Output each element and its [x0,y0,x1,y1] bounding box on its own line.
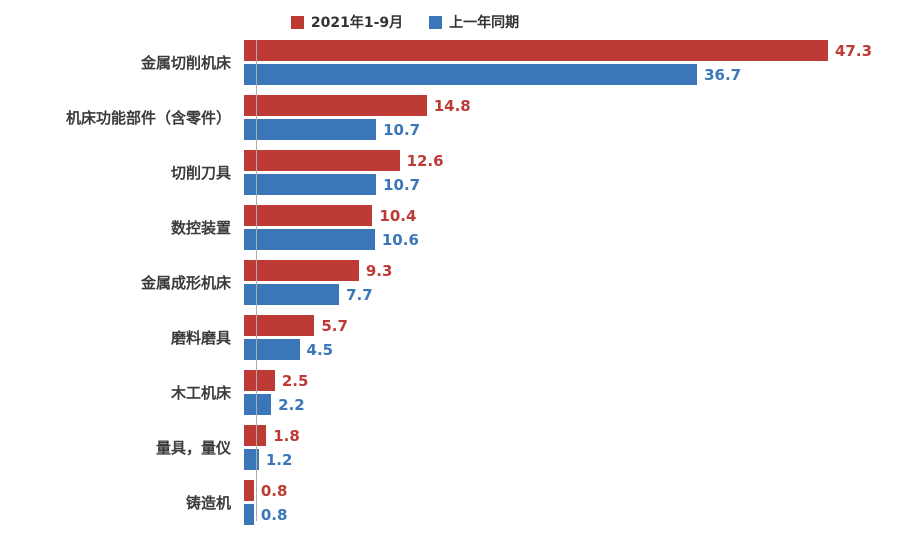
value-label: 0.8 [260,481,288,500]
value-label: 4.5 [306,340,334,359]
bar-line: 47.3 [244,40,900,61]
bar-group: 47.3 36.7 [244,40,900,85]
legend-item-previous-year: 上一年同期 [429,12,519,32]
chart-row: 金属切削机床 47.3 36.7 [0,40,900,85]
legend-swatch-red-icon [290,15,304,29]
bar-previous-year [244,504,254,525]
bar-previous-year [244,284,340,305]
bar-chart-rows: 金属切削机床 47.3 36.7 机床功能部件（含零件） 14.8 10.7 切削刀具 12.… [0,40,900,525]
chart-row: 机床功能部件（含零件） 14.8 10.7 [0,95,900,140]
bar-line: 0.8 [244,480,900,501]
value-label: 47.3 [835,41,873,60]
bar-group: 10.4 10.6 [244,205,900,250]
bar-line: 1.2 [244,449,900,470]
bar-line: 5.7 [244,315,900,336]
bar-line: 12.6 [244,150,900,171]
value-label: 2.5 [281,371,309,390]
value-label: 12.6 [406,151,444,170]
category-label: 铸造机 [185,493,231,512]
chart-row: 数控装置 10.4 10.6 [0,205,900,250]
bar-previous-year [244,394,272,415]
y-axis-line [256,40,257,521]
bar-2021-jan-sep [244,150,400,171]
category-label: 金属切削机床 [140,53,231,72]
value-label: 1.8 [273,426,300,445]
bar-line: 4.5 [244,339,900,360]
value-label: 7.7 [346,285,373,304]
value-label: 5.7 [321,316,348,335]
bar-group: 0.8 0.8 [244,480,900,525]
value-label: 10.6 [381,230,419,249]
value-label: 2.2 [278,395,305,414]
chart-row: 金属成形机床 9.3 7.7 [0,260,900,305]
bar-line: 14.8 [244,95,900,116]
bar-line: 0.8 [244,504,900,525]
bar-group: 1.8 1.2 [244,425,900,470]
category-label: 机床功能部件（含零件） [65,108,231,127]
category-label: 金属成形机床 [140,273,231,292]
category-label: 量具，量仪 [155,438,231,457]
chart-row: 量具，量仪 1.8 1.2 [0,425,900,470]
bar-2021-jan-sep [244,480,254,501]
bar-previous-year [244,449,259,470]
bar-line: 10.7 [244,174,900,195]
value-label: 10.7 [383,120,421,139]
bar-2021-jan-sep [244,315,315,336]
bar-2021-jan-sep [244,260,359,281]
category-label: 木工机床 [170,383,231,402]
category-label: 切削刀具 [170,163,231,182]
bar-2021-jan-sep [244,205,373,226]
bar-previous-year [244,119,377,140]
bar-previous-year [244,174,377,195]
bar-2021-jan-sep [244,95,427,116]
bar-group: 14.8 10.7 [244,95,900,140]
bar-previous-year [244,64,698,85]
value-label: 1.2 [265,450,293,469]
bar-line: 10.6 [244,229,900,250]
bar-group: 2.5 2.2 [244,370,900,415]
bar-line: 1.8 [244,425,900,446]
chart-row: 磨料磨具 5.7 4.5 [0,315,900,360]
bar-group: 5.7 4.5 [244,315,900,360]
bar-line: 2.5 [244,370,900,391]
value-label: 36.7 [704,65,742,84]
bar-group: 9.3 7.7 [244,260,900,305]
value-label: 10.4 [379,206,417,225]
legend-label-previous-year: 上一年同期 [449,15,520,31]
bar-2021-jan-sep [244,370,275,391]
bar-line: 36.7 [244,64,900,85]
legend-label-current-year: 2021年1-9月 [310,15,404,31]
value-label: 0.8 [260,505,288,524]
category-label: 磨料磨具 [170,328,231,347]
chart-row: 切削刀具 12.6 10.7 [0,150,900,195]
bar-line: 2.2 [244,394,900,415]
value-label: 14.8 [433,96,471,115]
bar-line: 10.7 [244,119,900,140]
chart-plot-area: 金属切削机床 47.3 36.7 机床功能部件（含零件） 14.8 10.7 切削刀具 12.… [0,40,900,525]
legend-item-current-year: 2021年1-9月 [290,12,404,32]
category-label: 数控装置 [170,218,231,237]
bar-previous-year [244,339,300,360]
bar-2021-jan-sep [244,40,828,61]
chart-row: 铸造机 0.8 0.8 [0,480,900,525]
value-label: 10.7 [383,175,421,194]
chart-legend: 2021年1-9月 上一年同期 [0,0,810,34]
bar-group: 12.6 10.7 [244,150,900,195]
value-label: 9.3 [365,261,393,280]
bar-2021-jan-sep [244,425,267,446]
bar-line: 9.3 [244,260,900,281]
legend-swatch-blue-icon [429,15,443,29]
bar-previous-year [244,229,375,250]
bar-line: 10.4 [244,205,900,226]
chart-row: 木工机床 2.5 2.2 [0,370,900,415]
bar-line: 7.7 [244,284,900,305]
